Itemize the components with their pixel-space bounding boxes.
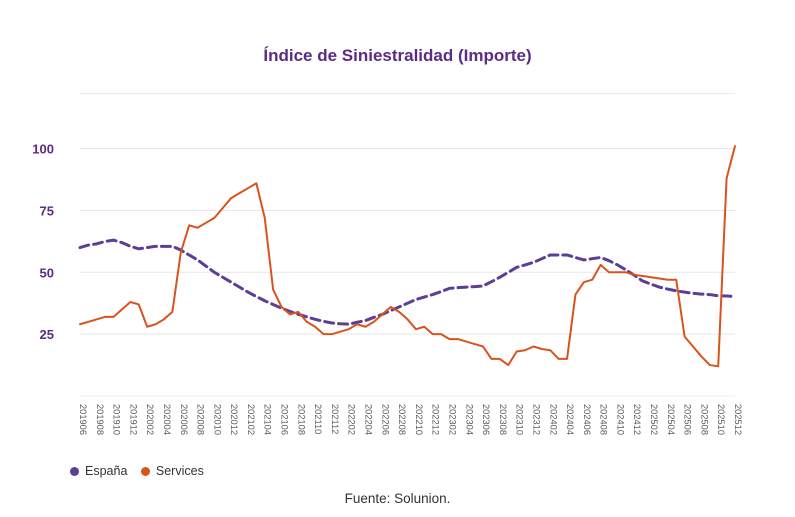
svg-text:202410: 202410 [615,404,625,435]
svg-text:202512: 202512 [733,404,743,435]
svg-text:202406: 202406 [582,404,592,435]
svg-text:202202: 202202 [347,404,357,435]
svg-text:202306: 202306 [481,404,491,435]
svg-text:202310: 202310 [515,404,525,435]
svg-text:202002: 202002 [145,404,155,435]
svg-text:202210: 202210 [414,404,424,435]
svg-text:201906: 201906 [78,404,88,435]
svg-text:201908: 201908 [95,404,105,435]
svg-text:202508: 202508 [699,404,709,435]
svg-text:202510: 202510 [716,404,726,435]
svg-text:202502: 202502 [649,404,659,435]
svg-text:202212: 202212 [431,404,441,435]
svg-text:202412: 202412 [632,404,642,435]
svg-text:202402: 202402 [548,404,558,435]
svg-text:202110: 202110 [313,404,323,434]
svg-text:202108: 202108 [296,404,306,435]
svg-text:202112: 202112 [330,404,340,434]
svg-text:202404: 202404 [565,404,575,435]
svg-text:202206: 202206 [380,404,390,435]
svg-text:202010: 202010 [212,404,222,435]
svg-text:25: 25 [40,327,54,342]
svg-text:202208: 202208 [397,404,407,435]
svg-text:202106: 202106 [280,404,290,435]
svg-text:75: 75 [40,203,54,218]
svg-text:202004: 202004 [162,404,172,435]
svg-text:50: 50 [40,265,54,280]
svg-text:202012: 202012 [229,404,239,435]
svg-text:202506: 202506 [683,404,693,435]
svg-text:202308: 202308 [498,404,508,435]
svg-text:202302: 202302 [447,404,457,435]
svg-text:202102: 202102 [246,404,256,435]
svg-text:201912: 201912 [128,404,138,435]
svg-text:202408: 202408 [599,404,609,435]
svg-text:202008: 202008 [196,404,206,435]
svg-text:202006: 202006 [179,404,189,435]
svg-text:202312: 202312 [531,404,541,435]
svg-text:202204: 202204 [364,404,374,435]
svg-text:100: 100 [32,142,54,157]
svg-text:202504: 202504 [666,404,676,435]
svg-text:202304: 202304 [464,404,474,435]
svg-text:202104: 202104 [263,404,273,435]
svg-text:201910: 201910 [112,404,122,435]
